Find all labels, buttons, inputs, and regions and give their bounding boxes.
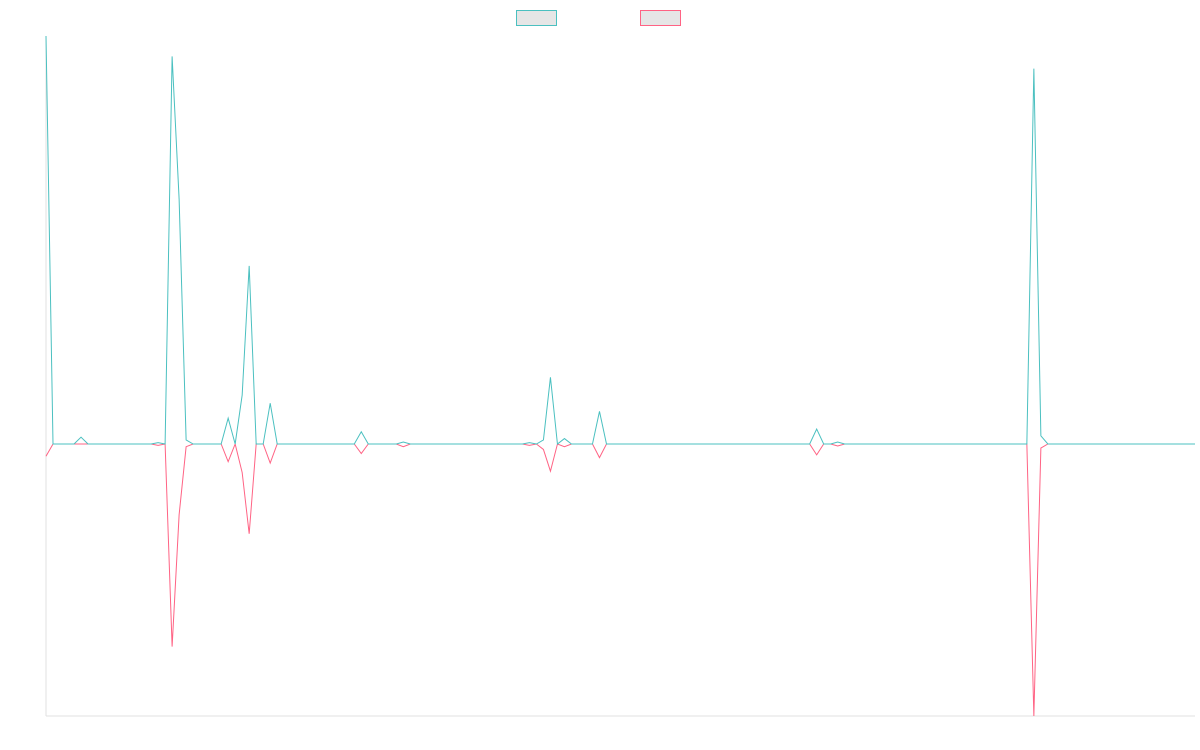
line-series [45,35,1195,445]
legend-swatch [640,10,681,26]
line-series [45,442,1195,717]
legend-swatch [516,10,557,26]
